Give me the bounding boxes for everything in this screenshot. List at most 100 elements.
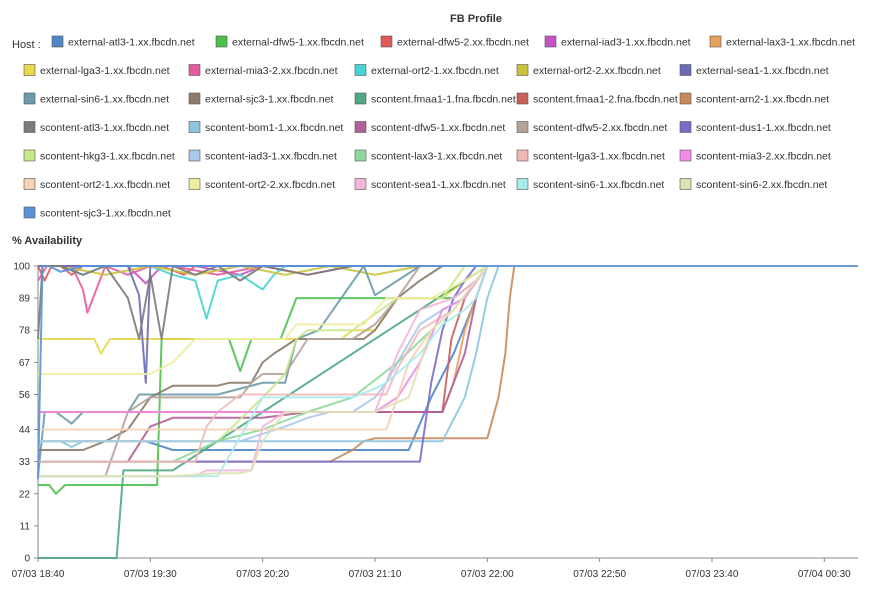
legend-swatch — [544, 35, 557, 48]
legend-swatch — [51, 35, 64, 48]
legend-item[interactable]: external-sea1-1.xx.fbcdn.net — [679, 64, 829, 78]
legend-label: scontent-sea1-1.xx.fbcdn.net — [371, 179, 506, 191]
legend-label: scontent-dfw5-1.xx.fbcdn.net — [371, 122, 505, 134]
series-line — [37, 265, 858, 340]
y-tick-label: 11 — [20, 521, 31, 532]
y-tick-label: 56 — [19, 390, 31, 401]
legend-item[interactable]: external-sin6-1.xx.fbcdn.net — [23, 92, 169, 106]
legend-swatch — [516, 178, 529, 190]
legend-item[interactable]: scontent-mia3-2.xx.fbcdn.net — [679, 149, 831, 163]
legend-swatch — [23, 178, 36, 190]
legend-swatch — [709, 35, 722, 48]
series-line — [38, 265, 858, 375]
legend-label: scontent.fmaa1-1.fna.fbcdn.net — [371, 94, 516, 106]
legend-label: scontent-sjc3-1.xx.fbcdn.net — [40, 208, 171, 220]
legend-item[interactable]: scontent-atl3-1.xx.fbcdn.net — [23, 121, 169, 135]
legend-swatch — [188, 178, 201, 190]
legend-label: external-ort2-2.xx.fbcdn.net — [533, 65, 661, 77]
legend-swatch — [516, 121, 529, 133]
legend-swatch — [23, 121, 36, 133]
legend-item[interactable]: external-lax3-1.xx.fbcdn.net — [709, 35, 855, 49]
legend-label: external-sea1-1.xx.fbcdn.net — [696, 65, 829, 77]
y-tick-label: 78 — [19, 326, 31, 337]
legend-item[interactable]: scontent-iad3-1.xx.fbcdn.net — [188, 149, 337, 163]
legend-item[interactable]: scontent-dfw5-2.xx.fbcdn.net — [516, 121, 667, 135]
legend-swatch — [354, 121, 367, 133]
legend-swatch — [23, 149, 36, 162]
legend-label: external-lax3-1.xx.fbcdn.net — [726, 37, 855, 49]
y-tick-label: 33 — [19, 457, 31, 468]
legend-swatch — [380, 35, 393, 48]
axes: 0 11 22 33 44 56 67 78 89 100 07/03 18:40 07/03 19:… — [12, 262, 858, 580]
series-line — [38, 265, 858, 478]
legend-item[interactable]: scontent-sin6-2.xx.fbcdn.net — [679, 178, 827, 192]
y-axis-label: % Availability — [12, 235, 83, 247]
legend-label: scontent-sin6-2.xx.fbcdn.net — [696, 179, 827, 191]
legend-swatch — [354, 178, 367, 190]
legend-label: scontent-iad3-1.xx.fbcdn.net — [205, 151, 337, 163]
y-tick-label: 22 — [19, 489, 31, 500]
legend-label: external-sin6-1.xx.fbcdn.net — [40, 94, 169, 106]
y-tick-label: 100 — [13, 262, 30, 273]
legend-swatch — [188, 149, 201, 162]
legend-item[interactable]: scontent-sjc3-1.xx.fbcdn.net — [23, 206, 171, 220]
legend-item[interactable]: scontent-arn2-1.xx.fbcdn.net — [679, 92, 829, 106]
legend-swatch — [516, 92, 529, 105]
legend-item[interactable]: scontent-lax3-1.xx.fbcdn.net — [354, 149, 502, 163]
legend-label: scontent-arn2-1.xx.fbcdn.net — [696, 94, 829, 106]
legend-item[interactable]: scontent.fmaa1-1.fna.fbcdn.net — [354, 92, 516, 106]
legend-swatch — [679, 178, 692, 190]
legend-item[interactable]: external-atl3-1.xx.fbcdn.net — [51, 35, 195, 49]
legend-item[interactable]: scontent-ort2-2.xx.fbcdn.net — [188, 178, 335, 192]
x-tick-label: 07/04 00:30 — [798, 569, 851, 580]
legend-label: external-atl3-1.xx.fbcdn.net — [68, 37, 195, 49]
legend-swatch — [215, 35, 228, 48]
legend-label: scontent-ort2-1.xx.fbcdn.net — [40, 179, 170, 191]
legend-item[interactable]: external-dfw5-2.xx.fbcdn.net — [380, 35, 529, 49]
legend-item[interactable]: scontent-ort2-1.xx.fbcdn.net — [23, 178, 170, 192]
legend-item[interactable]: scontent.fmaa1-2.fna.fbcdn.net — [516, 92, 678, 106]
legend-label: scontent-lga3-1.xx.fbcdn.net — [533, 151, 665, 163]
legend-item[interactable]: scontent-hkg3-1.xx.fbcdn.net — [23, 149, 175, 163]
legend-item[interactable]: external-mia3-2.xx.fbcdn.net — [188, 64, 338, 78]
legend-swatch — [679, 92, 692, 105]
x-tick-label: 07/03 23:40 — [686, 569, 739, 580]
legend-swatch — [23, 92, 36, 105]
legend-item[interactable]: external-ort2-1.xx.fbcdn.net — [354, 64, 499, 78]
legend-swatch — [354, 92, 367, 105]
legend-label: scontent.fmaa1-2.fna.fbcdn.net — [533, 94, 678, 106]
y-tick-label: 44 — [19, 425, 31, 436]
legend-item[interactable]: external-iad3-1.xx.fbcdn.net — [544, 35, 691, 49]
legend-item[interactable]: scontent-bom1-1.xx.fbcdn.net — [188, 121, 343, 135]
legend-label: external-lga3-1.xx.fbcdn.net — [40, 65, 170, 77]
legend-swatch — [679, 64, 692, 76]
legend-item[interactable]: scontent-dus1-1.xx.fbcdn.net — [679, 121, 831, 135]
legend-swatch — [354, 64, 367, 76]
legend-swatch — [188, 121, 201, 133]
x-tick-label: 07/03 20:20 — [236, 569, 289, 580]
x-tick-label: 07/03 18:40 — [12, 569, 65, 580]
series-line — [38, 265, 858, 559]
x-tick-label: 07/03 21:10 — [349, 569, 402, 580]
legend-item[interactable]: external-dfw5-1.xx.fbcdn.net — [215, 35, 364, 49]
legend-label: scontent-sin6-1.xx.fbcdn.net — [533, 179, 664, 191]
legend-label: Host : — [12, 39, 41, 51]
series-line — [37, 265, 858, 477]
legend-swatch — [679, 121, 692, 133]
legend-label: external-ort2-1.xx.fbcdn.net — [371, 65, 499, 77]
legend-item[interactable]: scontent-sea1-1.xx.fbcdn.net — [354, 178, 506, 192]
legend-label: external-mia3-2.xx.fbcdn.net — [205, 65, 338, 77]
x-tick-label: 07/03 19:30 — [124, 569, 177, 580]
legend-item[interactable]: scontent-sin6-1.xx.fbcdn.net — [516, 178, 664, 192]
legend-item[interactable]: scontent-dfw5-1.xx.fbcdn.net — [354, 121, 505, 135]
series-lines — [37, 265, 858, 559]
legend-item[interactable]: external-lga3-1.xx.fbcdn.net — [23, 64, 170, 78]
x-tick-label: 07/03 22:50 — [573, 569, 626, 580]
legend-swatch — [188, 64, 201, 76]
legend-item[interactable]: scontent-lga3-1.xx.fbcdn.net — [516, 149, 665, 163]
legend-swatch — [679, 149, 692, 162]
legend-item[interactable]: external-ort2-2.xx.fbcdn.net — [516, 64, 661, 78]
legend-item[interactable]: external-sjc3-1.xx.fbcdn.net — [188, 92, 333, 106]
